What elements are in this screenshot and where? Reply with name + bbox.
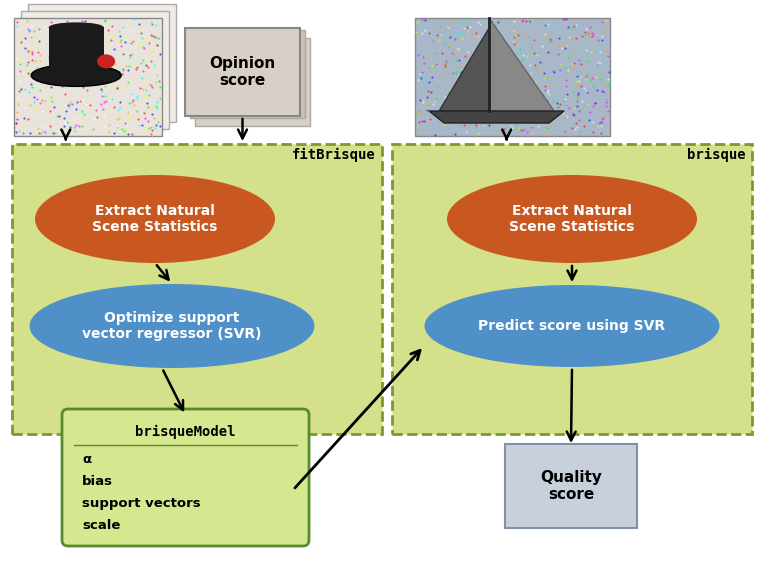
FancyBboxPatch shape xyxy=(185,28,300,116)
Text: fitBrisque: fitBrisque xyxy=(292,148,376,162)
Ellipse shape xyxy=(35,175,275,263)
Text: Extract Natural
Scene Statistics: Extract Natural Scene Statistics xyxy=(93,204,218,234)
FancyBboxPatch shape xyxy=(21,11,169,129)
Text: Opinion
score: Opinion score xyxy=(209,56,276,88)
Ellipse shape xyxy=(97,54,115,68)
FancyBboxPatch shape xyxy=(28,4,176,122)
Polygon shape xyxy=(439,28,489,111)
FancyBboxPatch shape xyxy=(505,444,637,528)
Ellipse shape xyxy=(31,64,121,86)
Text: α: α xyxy=(82,453,91,466)
Polygon shape xyxy=(429,111,564,123)
Text: scale: scale xyxy=(82,519,121,532)
Polygon shape xyxy=(489,18,554,111)
Text: Quality
score: Quality score xyxy=(540,470,602,502)
Ellipse shape xyxy=(424,285,720,367)
Text: brisqueModel: brisqueModel xyxy=(135,425,236,439)
FancyBboxPatch shape xyxy=(62,409,309,546)
FancyBboxPatch shape xyxy=(392,144,752,434)
Text: brisque: brisque xyxy=(688,148,746,162)
Text: Predict score using SVR: Predict score using SVR xyxy=(478,319,666,333)
FancyBboxPatch shape xyxy=(190,30,305,118)
FancyBboxPatch shape xyxy=(12,144,382,434)
FancyBboxPatch shape xyxy=(14,18,162,136)
FancyBboxPatch shape xyxy=(415,18,610,136)
FancyBboxPatch shape xyxy=(195,38,310,126)
Text: Extract Natural
Scene Statistics: Extract Natural Scene Statistics xyxy=(509,204,635,234)
Ellipse shape xyxy=(447,175,697,263)
Text: support vectors: support vectors xyxy=(82,497,200,510)
Ellipse shape xyxy=(30,284,314,368)
Ellipse shape xyxy=(49,23,104,32)
FancyBboxPatch shape xyxy=(49,28,104,76)
Text: bias: bias xyxy=(82,475,113,488)
Text: Optimize support
vector regressor (SVR): Optimize support vector regressor (SVR) xyxy=(82,311,262,341)
